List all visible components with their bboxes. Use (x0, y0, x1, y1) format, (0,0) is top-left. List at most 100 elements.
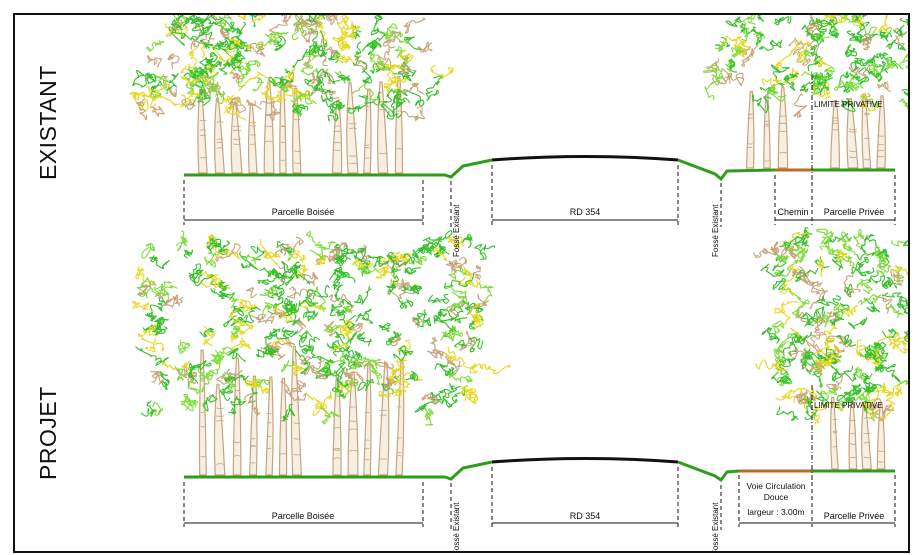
foliage-stroke (333, 255, 348, 268)
foliage-stroke (292, 103, 309, 115)
tree-bark-mark (293, 150, 301, 152)
foliage-stroke (463, 266, 473, 284)
foliage-stroke (758, 39, 783, 51)
foliage-stroke (430, 389, 446, 401)
foliage-stroke (728, 72, 745, 87)
projet-profile (184, 385, 895, 483)
foliage-stroke (300, 61, 319, 76)
foliage-stroke (858, 293, 881, 306)
foliage-stroke (303, 307, 318, 322)
foliage-stroke (853, 55, 876, 67)
foliage-stroke (291, 250, 306, 261)
foliage-stroke (217, 15, 232, 29)
foliage-stroke (298, 299, 319, 307)
foliage-stroke (332, 33, 355, 47)
existant-label-fosse-right: Fossé Existant (711, 204, 720, 257)
foliage-stroke (218, 281, 229, 298)
foliage-stroke (898, 379, 908, 386)
foliage-stroke (223, 103, 247, 121)
foliage-stroke (237, 306, 261, 324)
tree-bark-mark (293, 453, 301, 456)
tree-bark-mark (831, 120, 839, 122)
foliage-stroke (274, 338, 296, 348)
foliage-stroke (391, 253, 415, 273)
foliage-stroke (132, 301, 150, 311)
foliage-stroke (188, 263, 204, 284)
foliage-stroke (820, 16, 838, 27)
foliage-stroke (376, 270, 399, 285)
foliage-stroke (199, 39, 214, 49)
foliage-stroke (868, 61, 883, 81)
foliage-stroke (187, 360, 207, 384)
foliage-stroke (357, 378, 375, 392)
foliage-stroke (441, 382, 461, 405)
foliage-stroke (279, 68, 294, 84)
foliage-stroke (265, 31, 289, 43)
foliage-stroke (428, 294, 450, 304)
foliage-stroke (444, 260, 462, 273)
foliage-stroke (224, 375, 249, 384)
foliage-stroke (342, 247, 367, 262)
foliage-stroke (190, 38, 215, 50)
foliage-stroke (757, 15, 765, 23)
foliage-stroke (193, 15, 222, 27)
foliage-stroke (315, 76, 325, 93)
tree-trunk (876, 95, 886, 169)
existant-label-parcelle-boisee: Parcelle Boisée (272, 207, 335, 217)
foliage-stroke (152, 95, 197, 108)
foliage-stroke (828, 22, 840, 39)
foliage-stroke (774, 16, 792, 26)
foliage-stroke (422, 238, 440, 253)
foliage-stroke (774, 40, 803, 69)
tree-trunk (830, 396, 839, 470)
foliage-stroke (443, 387, 465, 408)
foliage-stroke (702, 64, 724, 80)
foliage-stroke (278, 271, 311, 285)
foliage-stroke (752, 247, 776, 258)
foliage-stroke (252, 77, 265, 93)
foliage-stroke (386, 70, 407, 84)
tree-bark-mark (878, 450, 884, 452)
tree-trunk (247, 103, 258, 174)
foliage-stroke (196, 74, 223, 95)
foliage-stroke (135, 265, 156, 286)
tree-bark-mark (234, 389, 240, 392)
foliage-stroke (268, 15, 292, 37)
cross-section-drawing: Parcelle Boisée Fossé Existant RD 354 Fo… (129, 15, 908, 551)
tree-bark-mark (250, 125, 257, 127)
foliage-stroke (376, 252, 401, 264)
foliage-stroke (333, 273, 356, 286)
tree-bark-mark (364, 458, 370, 461)
tree-bark-mark (864, 158, 870, 161)
tree-bark-mark (848, 150, 858, 152)
tree-bark-mark (216, 121, 224, 123)
foliage-stroke (886, 59, 895, 71)
foliage-stroke (191, 29, 213, 44)
foliage-stroke (468, 362, 511, 375)
foliage-stroke (361, 39, 382, 52)
foliage-stroke (339, 323, 353, 340)
foliage-stroke (728, 58, 738, 73)
foliage-stroke (339, 370, 359, 387)
foliage-stroke (791, 266, 815, 285)
foliage-stroke (901, 88, 908, 97)
foliage-stroke (834, 80, 864, 92)
tree-bark-mark (832, 446, 838, 448)
foliage-stroke (228, 97, 247, 113)
projet-label-voie-line1: Voie Circulation (746, 481, 805, 491)
foliage-stroke (149, 106, 166, 117)
tree-bark-mark (863, 456, 871, 459)
foliage-stroke (159, 371, 170, 390)
foliage-stroke (269, 326, 290, 340)
foliage-stroke (370, 15, 386, 37)
foliage-stroke (850, 59, 861, 73)
foliage-stroke (224, 21, 246, 36)
foliage-stroke (783, 67, 799, 85)
foliage-stroke (281, 261, 302, 274)
foliage-stroke (259, 284, 278, 297)
tree-trunk (377, 81, 389, 174)
tree-bark-mark (747, 117, 753, 120)
foliage-stroke (147, 55, 162, 68)
tree-bark-mark (266, 447, 272, 450)
existant-label-parcelle-privee: Parcelle Privée (824, 207, 885, 217)
